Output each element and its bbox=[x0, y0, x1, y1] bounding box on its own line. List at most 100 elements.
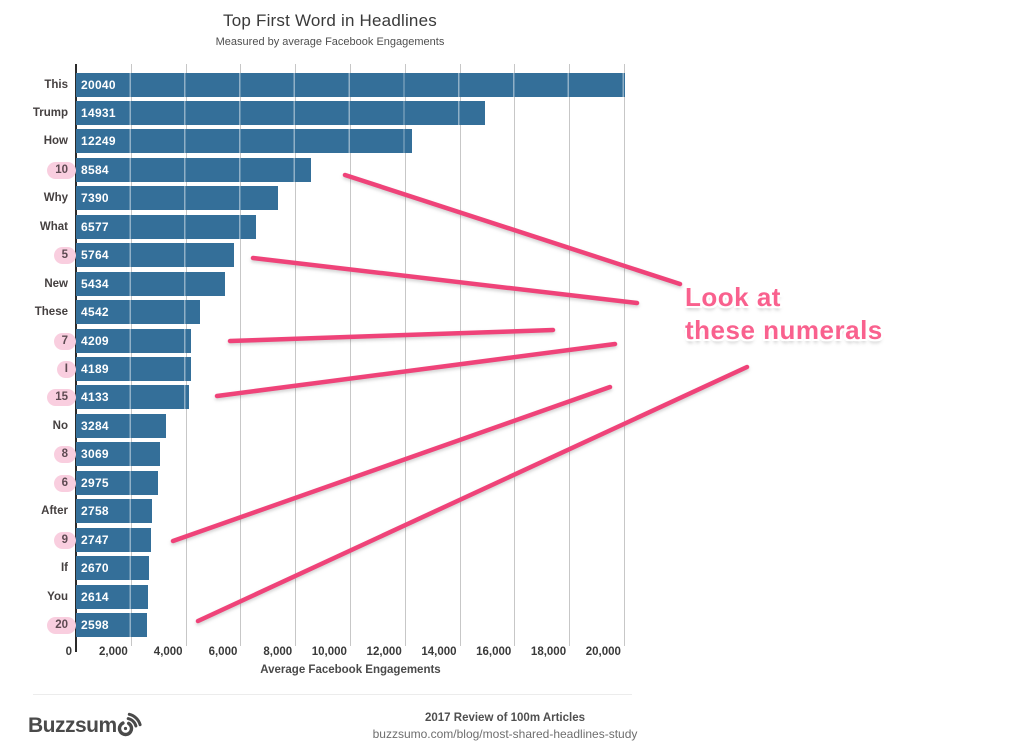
bar: 4542 bbox=[76, 300, 201, 325]
category-label: 10 bbox=[0, 158, 76, 182]
x-tick-label: 16,000 bbox=[476, 646, 512, 658]
bar: 5434 bbox=[76, 271, 225, 296]
bar-row: 5 5764 bbox=[0, 243, 660, 268]
highlight-pill: 20 bbox=[47, 617, 76, 635]
bar: 3069 bbox=[76, 442, 161, 467]
bar-row: 7 4209 bbox=[0, 328, 660, 353]
category-label: How bbox=[43, 135, 68, 148]
bar: 2747 bbox=[76, 527, 152, 552]
bar-value-label: 4209 bbox=[81, 333, 109, 348]
y-axis-line bbox=[74, 64, 77, 652]
highlight-pill: 9 bbox=[53, 531, 76, 549]
highlight-pill: 15 bbox=[47, 389, 76, 407]
bar: 2758 bbox=[76, 499, 152, 524]
category-label: Trump bbox=[32, 106, 68, 119]
bar-row: No 3284 bbox=[0, 413, 660, 438]
bar: 2975 bbox=[76, 470, 158, 495]
bar-value-label: 7390 bbox=[81, 191, 109, 206]
category-label: 20 bbox=[0, 613, 76, 637]
x-tick-label: 10,000 bbox=[311, 646, 347, 658]
category-label: No bbox=[52, 419, 68, 432]
category-label: 6 bbox=[0, 471, 76, 495]
category-label: This bbox=[44, 78, 68, 91]
bar-value-label: 20040 bbox=[81, 77, 116, 92]
bar-row: 8 3069 bbox=[0, 442, 660, 467]
x-tick-label: 8,000 bbox=[263, 646, 293, 658]
annotation-text-line2: these numerals bbox=[685, 315, 883, 345]
bar-value-label: 4189 bbox=[81, 362, 109, 376]
chart-title: Top First Word in Headlines bbox=[223, 11, 437, 30]
bar: 2670 bbox=[76, 556, 150, 581]
bar-value-label: 4542 bbox=[81, 305, 109, 320]
x-tick-label: 20,000 bbox=[585, 646, 621, 658]
brand-text: Buzzsum bbox=[28, 714, 117, 737]
footer-url: buzzsumo.com/blog/most-shared-headlines-… bbox=[372, 727, 638, 741]
bar: 4189 bbox=[76, 357, 191, 381]
bar: 3284 bbox=[76, 413, 166, 438]
bar-row: 20 2598 bbox=[0, 613, 660, 638]
brand-logo: Buzzsum bbox=[28, 712, 145, 738]
x-tick-label: 6,000 bbox=[208, 646, 238, 658]
highlight-pill: 5 bbox=[53, 247, 76, 265]
bar: 14931 bbox=[76, 100, 486, 125]
chart-header: Top First Word in Headlines Measured by … bbox=[100, 11, 560, 48]
bar: 4133 bbox=[76, 385, 190, 410]
bar-value-label: 3069 bbox=[81, 447, 109, 462]
category-label: Why bbox=[43, 192, 68, 205]
x-tick-label: 14,000 bbox=[421, 646, 457, 658]
category-label: If bbox=[60, 562, 68, 575]
gridline bbox=[185, 64, 187, 646]
bar-row: After 2758 bbox=[0, 499, 660, 524]
bar-row: This 20040 bbox=[0, 72, 660, 97]
bar-value-label: 12249 bbox=[81, 134, 116, 149]
bar-row: Trump 14931 bbox=[0, 100, 660, 125]
bar: 8584 bbox=[76, 157, 312, 182]
category-label: New bbox=[44, 277, 68, 290]
category-label: 8 bbox=[0, 442, 76, 466]
highlight-pill: 6 bbox=[53, 474, 76, 492]
category-label: You bbox=[47, 590, 68, 603]
category-label: What bbox=[39, 220, 68, 233]
bar-row: Why 7390 bbox=[0, 186, 660, 211]
x-axis-title: Average Facebook Engagements bbox=[260, 664, 441, 676]
bar-value-label: 6577 bbox=[81, 219, 109, 234]
broadcast-icon bbox=[117, 712, 142, 737]
bar-row: If 2670 bbox=[0, 556, 660, 581]
category-label: These bbox=[34, 306, 68, 319]
bar-value-label: 3284 bbox=[81, 418, 109, 433]
bar-row: What 6577 bbox=[0, 214, 660, 239]
bar-row: These 4542 bbox=[0, 300, 660, 325]
bar-row: 9 2747 bbox=[0, 527, 660, 552]
category-label: 7 bbox=[0, 329, 76, 353]
highlight-pill: 8 bbox=[53, 446, 76, 464]
bar: 4209 bbox=[76, 328, 192, 353]
bar-value-label: 2598 bbox=[81, 618, 109, 633]
bar-value-label: 4133 bbox=[81, 390, 109, 405]
bar: 7390 bbox=[76, 186, 279, 211]
bar-value-label: 5434 bbox=[81, 276, 109, 291]
bar-value-label: 5764 bbox=[81, 248, 109, 263]
bar-value-label: 14931 bbox=[81, 105, 116, 120]
bar-row: I 4189 bbox=[0, 357, 660, 381]
bar: 2614 bbox=[76, 584, 148, 609]
annotation-text-line1: Look at bbox=[685, 282, 781, 312]
bar: 12249 bbox=[76, 129, 412, 154]
bar-row: You 2614 bbox=[0, 584, 660, 609]
category-label: 15 bbox=[0, 385, 76, 409]
x-tick-label: 12,000 bbox=[366, 646, 402, 658]
bar-row: 10 8584 bbox=[0, 157, 660, 182]
x-tick-label: 0 bbox=[65, 646, 72, 658]
bar-value-label: 8584 bbox=[81, 162, 109, 177]
bar-value-label: 2975 bbox=[81, 475, 109, 490]
x-tick-label: 2,000 bbox=[99, 646, 128, 658]
category-label: After bbox=[41, 505, 68, 518]
highlight-pill: 7 bbox=[53, 332, 76, 350]
bar-row: New 5434 bbox=[0, 271, 660, 296]
bar-value-label: 2758 bbox=[81, 504, 109, 519]
annotation-text: Look at these numerals bbox=[685, 281, 883, 347]
x-tick-label: 18,000 bbox=[530, 646, 567, 658]
bar: 20040 bbox=[76, 72, 625, 97]
footer-source: 2017 Review of 100m Articles bbox=[424, 712, 586, 724]
bar-value-label: 2614 bbox=[81, 589, 109, 604]
